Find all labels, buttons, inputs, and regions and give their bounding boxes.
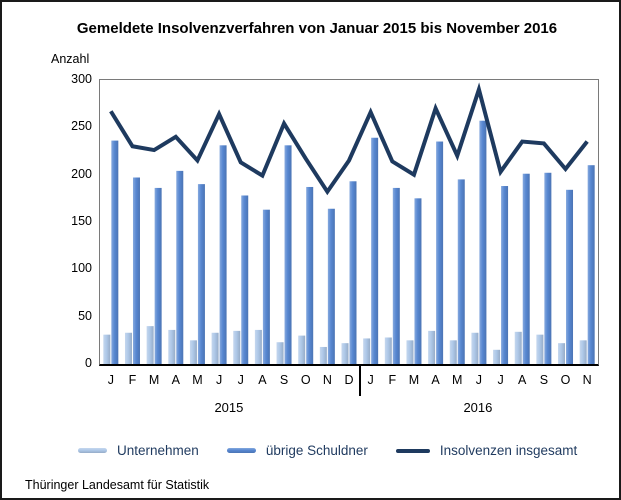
bar-uebrige-schuldner [306,186,314,364]
plot-area [99,79,599,366]
bar-unternehmen [189,340,197,364]
bar-uebrige-schuldner [132,177,140,364]
page-title: Gemeldete Insolvenzverfahren von Januar … [76,20,558,37]
y-tick-label: 150 [71,214,92,228]
bar-uebrige-schuldner [262,209,270,364]
bar-unternehmen [341,343,349,364]
x-tick-label: J [497,373,504,387]
unternehmen-swatch-icon [78,448,107,453]
x-tick-label: A [431,373,440,387]
bar-uebrige-schuldner [457,179,465,364]
uebrige-schuldner-swatch-icon [226,448,256,453]
x-tick-label: J [107,373,114,387]
legend-label: übrige Schuldner [265,443,368,458]
legend: Unternehmen übrige Schuldner Insolvenzen… [78,443,577,458]
insgesamt-line-swatch-icon [395,448,430,453]
bar-unternehmen [103,334,111,364]
bar-unternehmen [319,346,327,364]
y-tick-label: 250 [71,119,92,134]
bar-uebrige-schuldner [436,141,444,364]
bar-uebrige-schuldner [154,187,162,364]
x-tick-label: J [215,373,223,387]
bar-unternehmen [124,332,132,364]
year-divider-line [359,364,361,396]
bar-uebrige-schuldner [349,181,357,364]
bar-unternehmen [449,340,457,364]
bar-uebrige-schuldner [522,173,530,364]
bar-unternehmen [514,331,522,364]
bar-uebrige-schuldner [392,187,400,364]
bar-uebrige-schuldner [284,145,292,364]
x-tick-label: O [560,373,571,387]
legend-item-unternehmen: Unternehmen [78,443,199,458]
bar-unternehmen [493,349,501,364]
x-tick-label: O [300,373,311,387]
x-tick-label: J [367,373,374,387]
y-tick-label: 0 [85,356,92,370]
bar-uebrige-schuldner [241,195,249,364]
x-tick-label: J [475,373,483,387]
y-tick-label: 300 [71,72,92,86]
year-label: 2016 [463,400,493,415]
legend-item-uebrige-schuldner: übrige Schuldner [226,443,368,458]
bar-uebrige-schuldner [176,170,184,364]
bar-unternehmen [558,343,566,364]
bar-uebrige-schuldner [111,140,119,364]
x-tick-label: A [171,373,180,387]
bar-uebrige-schuldner [587,165,595,364]
x-tick-label: A [258,373,267,387]
bar-uebrige-schuldner [544,172,552,364]
x-tick-label: M [148,373,160,387]
x-tick-label: N [582,373,592,387]
year-label: 2015 [214,400,244,415]
y-tick-label: 200 [71,166,92,181]
x-tick-label: N [322,373,332,387]
bar-uebrige-schuldner [197,184,205,364]
legend-label: Insolvenzen insgesamt [439,443,578,458]
bar-unternehmen [233,330,241,364]
x-tick-label: J [237,373,244,387]
bar-unternehmen [298,335,306,364]
x-tick-label: M [408,373,420,387]
y-tick-label: 100 [71,261,92,276]
bar-uebrige-schuldner [414,198,422,364]
bar-unternehmen [428,330,436,364]
y-axis-title: Anzahl [51,52,90,66]
bar-unternehmen [406,340,414,364]
x-tick-label: F [388,373,397,387]
x-tick-label: D [344,373,354,387]
bar-uebrige-schuldner [219,145,227,364]
bar-unternehmen [536,334,544,364]
x-tick-label: M [192,373,203,387]
bar-unternehmen [254,329,262,364]
x-tick-label: S [279,373,289,387]
x-tick-label: A [518,373,527,387]
plot-canvas [103,82,595,364]
source-attribution: Thüringer Landesamt für Statistik [25,478,210,492]
bar-unternehmen [363,338,371,364]
bar-unternehmen [384,337,392,364]
bar-unternehmen [211,332,219,364]
y-tick-label: 50 [78,308,92,323]
bar-uebrige-schuldner [501,186,509,364]
bar-unternehmen [146,326,154,364]
x-tick-label: S [539,373,549,387]
legend-label: Unternehmen [117,443,199,458]
bar-uebrige-schuldner [327,208,335,364]
x-tick-label: M [452,373,463,387]
bar-unternehmen [168,329,176,364]
legend-item-insgesamt: Insolvenzen insgesamt [395,443,578,458]
bar-unternehmen [579,340,587,364]
bar-uebrige-schuldner [371,137,379,364]
x-tick-label: F [128,373,137,387]
bar-uebrige-schuldner [566,189,574,364]
line-insolvenzen-insgesamt [109,82,589,196]
bar-uebrige-schuldner [479,120,487,364]
bar-unternehmen [276,342,284,364]
bar-unternehmen [471,332,479,364]
